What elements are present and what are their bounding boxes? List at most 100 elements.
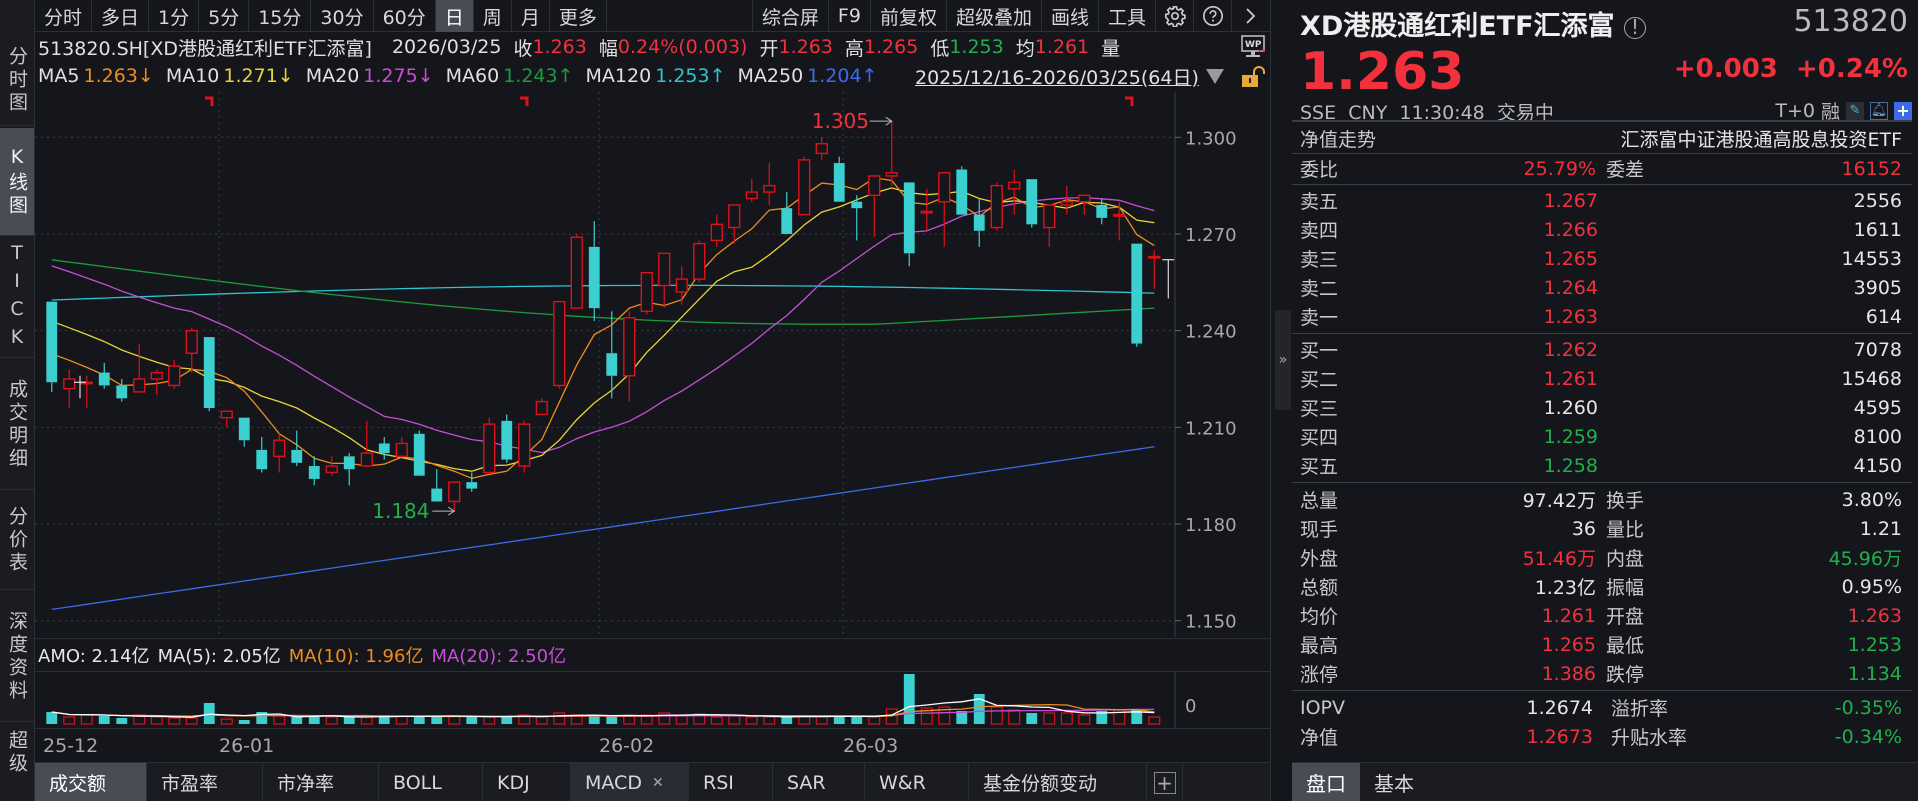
period-5min[interactable]: 5分 (199, 0, 250, 32)
stat-row: 现手 36 量比 1.21 (1292, 514, 1910, 543)
bell-alert-icon[interactable]: 🔔︎ (1870, 101, 1888, 120)
tab-rsi[interactable]: RSI (689, 763, 773, 801)
candle (1060, 201, 1073, 206)
candle (150, 371, 163, 380)
super-overlay-button[interactable]: 超级叠加 (947, 0, 1042, 32)
candle (133, 378, 146, 393)
ask-row[interactable]: 卖四 1.266 1611 (1292, 215, 1910, 244)
nav-trend-link[interactable]: 净值走势 (1300, 129, 1377, 151)
volume-bar (920, 707, 933, 725)
ask-row[interactable]: 卖五 1.267 2556 (1292, 186, 1910, 215)
unlock-icon[interactable] (1240, 66, 1266, 88)
sidebar-item-kline[interactable]: K线图 (0, 128, 34, 236)
collapse-panel-button[interactable]: » (1275, 310, 1291, 410)
volume-bar (903, 674, 915, 724)
security-name: XD港股通红利ETF汇添富 ! (1300, 4, 1646, 43)
volume-bar (938, 706, 951, 725)
tab-boll[interactable]: BOLL (379, 763, 483, 801)
tab-kdj[interactable]: KDJ (483, 763, 571, 801)
stat-row: 总量 97.42万 换手 3.80% (1292, 485, 1910, 514)
candle (1078, 194, 1091, 203)
edit-pencil-icon[interactable]: ✎ (1846, 101, 1864, 120)
ask-row[interactable]: 卖三 1.265 14553 (1292, 244, 1910, 273)
add-watchlist-icon[interactable]: + (1894, 101, 1912, 120)
tab-turnover-amount[interactable]: 成交额 (35, 763, 147, 801)
close-icon[interactable]: ✕ (651, 774, 664, 791)
period-30min[interactable]: 30分 (311, 0, 374, 32)
tab-macd[interactable]: MACD ✕ (571, 763, 689, 801)
period-day[interactable]: 日 (435, 0, 474, 32)
tab-wr[interactable]: W&R (865, 763, 969, 801)
date-range-selector[interactable]: 2025/12/16-2026/03/25(64日) (915, 66, 1199, 89)
period-more[interactable]: 更多 (550, 0, 607, 32)
sidebar-item-super[interactable]: 超级 (0, 724, 34, 801)
fund-full-name: 汇添富中证港股通高股息投资ETF (1620, 129, 1902, 151)
ask-volume: 2556 (1853, 189, 1902, 212)
tab-sar[interactable]: SAR (773, 763, 865, 801)
bid-row[interactable]: 买四 1.259 8100 (1292, 422, 1910, 451)
candle (920, 210, 933, 214)
draw-line-button[interactable]: 画线 (1042, 0, 1099, 32)
bid-row[interactable]: 买一 1.262 7078 (1292, 335, 1910, 364)
f9-button[interactable]: F9 (829, 0, 871, 32)
bid-row[interactable]: 买二 1.261 15468 (1292, 364, 1910, 393)
candle (220, 410, 233, 419)
help-button[interactable] (1194, 0, 1232, 32)
sidebar-item-depth[interactable]: 深度资料 (0, 592, 34, 722)
period-multiday[interactable]: 多日 (92, 0, 150, 32)
ask-row[interactable]: 卖一 1.263 614 (1292, 302, 1910, 331)
composite-screen-button[interactable]: 综合屏 (753, 0, 829, 32)
tab-pb-ratio[interactable]: 市净率 (263, 763, 379, 801)
period-60min[interactable]: 60分 (374, 0, 436, 32)
y-tick-label: 1.210 (1185, 418, 1237, 439)
info-circle-icon[interactable]: ! (1623, 16, 1646, 39)
amount-volume-chart[interactable]: 0 (35, 672, 1270, 728)
period-15min[interactable]: 15分 (249, 0, 312, 32)
volume-bar (658, 712, 671, 725)
volume-bar (1148, 716, 1161, 725)
divider (1292, 184, 1912, 185)
sidebar-item-trade-detail[interactable]: 成交明细 (0, 360, 34, 490)
nav-value: 1.2674 (1526, 696, 1593, 719)
kline-chart[interactable]: 1.300 1.270 1.240 1.210 1.180 1.150 1.305 1.184 (35, 92, 1270, 637)
volume-bar (466, 717, 478, 724)
tools-button[interactable]: 工具 (1099, 0, 1156, 32)
nav-value: -0.35% (1834, 696, 1902, 719)
settings-button[interactable] (1156, 0, 1194, 32)
volume-bar (431, 716, 443, 724)
period-week[interactable]: 周 (474, 0, 512, 32)
tab-order-book[interactable]: 盘口 (1292, 763, 1360, 801)
candle (815, 143, 828, 155)
bid-row[interactable]: 买三 1.260 4595 (1292, 393, 1910, 422)
forward-adjust-button[interactable]: 前复权 (871, 0, 947, 32)
sidebar-item-tick[interactable]: TICK (0, 238, 34, 358)
stat-label: 内盘 (1606, 548, 1645, 570)
tab-basic[interactable]: 基本 (1374, 771, 1414, 796)
margin-tag: 融 (1820, 101, 1840, 123)
tab-fund-share-change[interactable]: 基金份额变动 (969, 763, 1147, 801)
wp-monitor-icon[interactable]: WP (1240, 35, 1268, 59)
expand-button[interactable] (1232, 0, 1270, 32)
volume-bar (185, 717, 198, 725)
candle (781, 208, 793, 234)
nav-trend-row[interactable]: 净值走势 汇添富中证港股通高股息投资ETF (1292, 124, 1910, 153)
candle (360, 452, 373, 467)
period-month[interactable]: 月 (512, 0, 550, 32)
divider (1292, 333, 1912, 334)
period-timeshare[interactable]: 分时 (35, 0, 93, 32)
volume-bar (833, 716, 845, 724)
period-1min[interactable]: 1分 (149, 0, 200, 32)
tab-pe-ratio[interactable]: 市盈率 (147, 763, 263, 801)
sidebar-item-label: 分时图 (6, 46, 28, 115)
ask-row[interactable]: 卖二 1.264 3905 (1292, 273, 1910, 302)
bid-level: 买二 (1300, 369, 1339, 391)
view-sidebar: 分时图 K线图 TICK 成交明细 分价表 深度资料 超级 (0, 0, 35, 801)
candle (46, 301, 58, 383)
triangle-down-icon[interactable] (1205, 66, 1225, 86)
bid-row[interactable]: 买五 1.258 4150 (1292, 451, 1910, 480)
sidebar-item-price-table[interactable]: 分价表 (0, 492, 34, 590)
sidebar-item-timeshare[interactable]: 分时图 (0, 36, 34, 126)
high-marker: 1.305 (812, 109, 869, 133)
add-indicator-button[interactable]: + (1147, 763, 1183, 801)
stat-value: 36 (1571, 517, 1596, 540)
